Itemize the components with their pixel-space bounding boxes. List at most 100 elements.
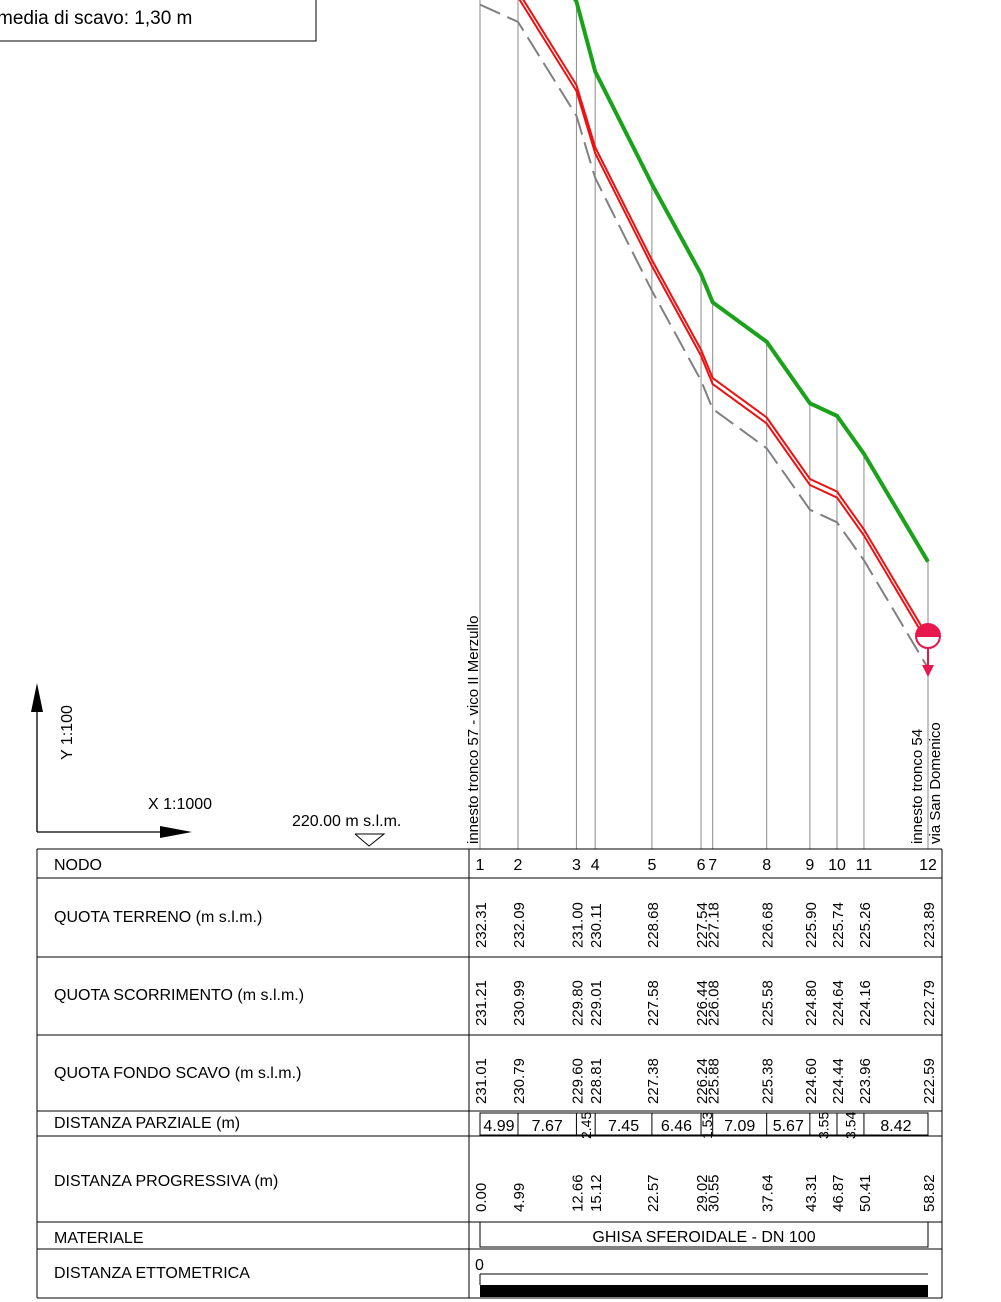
progressive-distance-value: 22.57	[645, 1174, 662, 1212]
ettometrica-zero: 0	[475, 1257, 484, 1274]
row-label-scorrimento: QUOTA SCORRIMENTO (m s.l.m.)	[54, 987, 304, 1004]
y-axis-arrow-icon	[31, 683, 43, 712]
progressive-distance-value: 50.41	[857, 1174, 874, 1212]
terrain-elevation-value: 227.18	[706, 902, 723, 948]
excavation-elevation-value: 228.81	[588, 1058, 605, 1104]
ettometrica-bar	[480, 1285, 928, 1297]
excavation-elevation-value: 225.88	[706, 1058, 723, 1104]
node-number: 6	[697, 857, 706, 874]
excavation-elevation-value: 222.59	[921, 1058, 938, 1104]
flow-elevation-value: 227.58	[645, 980, 662, 1026]
pipe-top-line	[522, 0, 929, 638]
node-number: 9	[805, 857, 814, 874]
terrain-line	[573, 0, 930, 563]
flow-elevation-value: 231.21	[473, 980, 490, 1026]
partial-distance-value: 7.67	[532, 1118, 563, 1135]
progressive-distance-value: 30.55	[706, 1174, 723, 1212]
node-number: 5	[647, 857, 656, 874]
node-number: 1	[476, 857, 485, 874]
row-label-materiale: MATERIALE	[54, 1230, 144, 1247]
flow-elevation-value: 222.79	[921, 980, 938, 1026]
node-number: 3	[572, 857, 581, 874]
datum-label: 220.00 m s.l.m.	[292, 813, 401, 830]
node-number: 4	[591, 857, 600, 874]
progressive-distance-value: 46.87	[830, 1174, 847, 1212]
terrain-elevation-value: 225.74	[830, 902, 847, 948]
x-scale-label: X 1:1000	[148, 796, 212, 813]
node-number: 8	[762, 857, 771, 874]
profile-table: NODO QUOTA TERRENO (m s.l.m.) QUOTA SCOR…	[36, 848, 943, 1299]
progressive-distance-value: 12.66	[569, 1174, 586, 1212]
flow-elevation-value: 224.64	[830, 980, 847, 1026]
profile-chart	[479, 0, 930, 669]
materiale-value: GHISA SFEROIDALE - DN 100	[592, 1229, 815, 1246]
partial-distance-value: 5.67	[773, 1118, 804, 1135]
row-label-parziale: DISTANZA PARZIALE (m)	[54, 1115, 240, 1132]
end-annotation-line1: innesto tronco 54	[909, 729, 926, 844]
excavation-line	[479, 3, 929, 669]
flow-elevation-value: 229.80	[569, 980, 586, 1026]
excavation-elevation-value: 225.38	[760, 1058, 777, 1104]
row-label-ettometrica: DISTANZA ETTOMETRICA	[54, 1265, 250, 1282]
terrain-elevation-value: 230.11	[588, 903, 605, 948]
terrain-elevation-value: 226.68	[760, 902, 777, 948]
materiale-cell	[479, 1221, 929, 1248]
terrain-elevation-value: 228.68	[645, 902, 662, 948]
flow-elevation-value: 224.80	[803, 980, 820, 1026]
excavation-elevation-value: 224.60	[803, 1058, 820, 1104]
flow-elevation-value: 224.16	[857, 980, 874, 1026]
x-axis-arrow-icon	[160, 826, 192, 838]
manhole-icon	[915, 623, 941, 677]
title-box-text: media di scavo: 1,30 m	[0, 8, 192, 29]
terrain-elevation-value: 223.89	[921, 902, 938, 948]
scale-indicator: Y 1:100 X 1:1000	[31, 683, 212, 838]
partial-distance-value: 4.99	[483, 1118, 514, 1135]
row-label-terreno: QUOTA TERRENO (m s.l.m.)	[54, 909, 262, 926]
partial-distance-value: 6.46	[661, 1118, 692, 1135]
node-number: 12	[919, 857, 937, 874]
flow-elevation-value: 230.99	[511, 980, 528, 1026]
progressive-distance-value: 43.31	[803, 1174, 820, 1212]
title-box: media di scavo: 1,30 m	[0, 0, 317, 42]
pipe-bottom-line	[518, 0, 929, 644]
flow-elevation-value: 226.44	[694, 980, 711, 1026]
datum-marker: 220.00 m s.l.m.	[292, 813, 401, 847]
excavation-elevation-value: 223.96	[857, 1058, 874, 1104]
row-label-fondo: QUOTA FONDO SCAVO (m s.l.m.)	[54, 1065, 301, 1082]
excavation-elevation-value: 230.79	[511, 1058, 528, 1104]
datum-triangle-icon	[354, 833, 386, 847]
start-annotation: innesto tronco 57 - vico II Merzullo	[465, 616, 482, 844]
station-lines	[479, 0, 929, 849]
progressive-distance-value: 37.64	[760, 1174, 777, 1212]
progressive-distance-value: 0.00	[473, 1183, 490, 1212]
node-number: 11	[856, 857, 873, 874]
terrain-elevation-value: 227.54	[694, 902, 711, 948]
y-scale-label: Y 1:100	[59, 705, 76, 760]
terrain-elevation-value: 231.00	[569, 902, 586, 948]
flow-elevation-value: 225.58	[760, 980, 777, 1026]
partial-distance-value: 2.45	[578, 1112, 594, 1139]
terrain-elevation-value: 232.31	[473, 902, 490, 948]
excavation-elevation-value: 229.60	[569, 1058, 586, 1104]
excavation-elevation-value: 227.38	[645, 1058, 662, 1104]
partial-distance-value: 7.45	[608, 1118, 639, 1135]
progressive-distance-value: 29.02	[694, 1174, 711, 1212]
progressive-distance-value: 58.82	[921, 1174, 938, 1212]
excavation-elevation-value: 224.44	[830, 1058, 847, 1104]
progressive-distance-value: 4.99	[511, 1183, 528, 1212]
partial-distance-value: 3.54	[842, 1112, 858, 1139]
node-number: 7	[708, 857, 717, 874]
partial-distance-value: 7.09	[724, 1118, 755, 1135]
partial-distance-box	[479, 1112, 929, 1136]
end-annotation-line2: via San Domenico	[927, 722, 944, 844]
node-number: 2	[514, 857, 523, 874]
row-label-progressiva: DISTANZA PROGRESSIVA (m)	[54, 1173, 278, 1190]
row-label-nodo: NODO	[54, 857, 102, 874]
flow-elevation-value: 229.01	[588, 980, 605, 1026]
excavation-elevation-value: 226.24	[694, 1058, 711, 1104]
partial-distance-value: 8.42	[880, 1118, 911, 1135]
terrain-elevation-value: 225.90	[803, 902, 820, 948]
node-number: 10	[828, 857, 846, 874]
progressive-distance-value: 15.12	[588, 1174, 605, 1212]
